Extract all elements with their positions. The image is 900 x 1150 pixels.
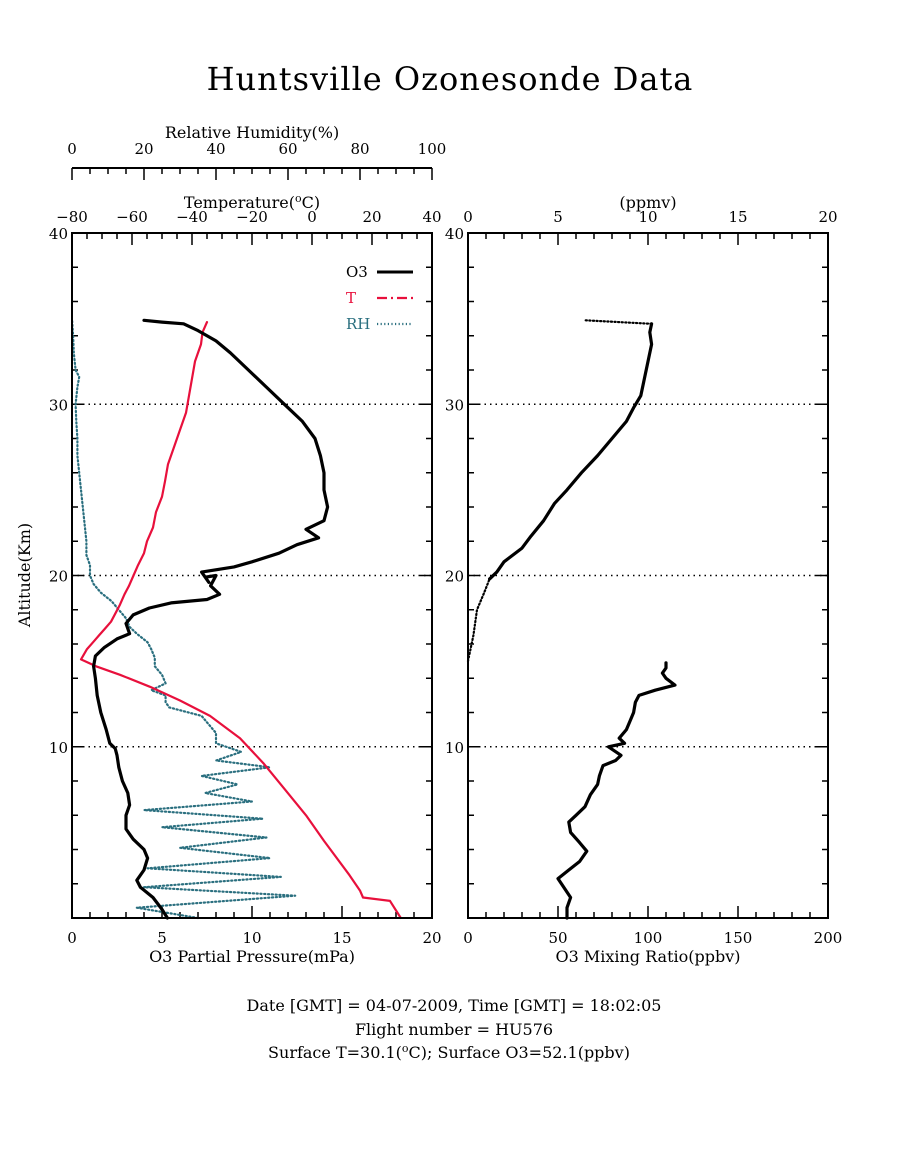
left-temp-axis-title: Temperature(oC) xyxy=(184,192,320,212)
right-top-xtick-label: 15 xyxy=(728,208,747,226)
o3-mixing-ratio-strat-dotted-line xyxy=(466,570,498,663)
legend-label-o3: O3 xyxy=(346,263,368,281)
right-frame xyxy=(467,232,829,919)
right-bottom-xtick-label: 50 xyxy=(548,929,567,947)
left-temp-xtick-label: −80 xyxy=(56,208,88,226)
right-bottom-axis-title: O3 Mixing Ratio(ppbv) xyxy=(555,947,740,966)
left-rh-axis-title: Relative Humidity(%) xyxy=(165,123,339,142)
left-ytick-label: 30 xyxy=(49,396,68,414)
right-bottom-xtick-label: 100 xyxy=(634,929,663,947)
left-rh-xtick-label: 60 xyxy=(278,140,297,158)
left-rh-xtick-label: 20 xyxy=(134,140,153,158)
o3-mixing-ratio-strat-line xyxy=(488,322,654,581)
left-ytick-label: 10 xyxy=(49,739,68,757)
left-bottom-xtick-label: 15 xyxy=(332,929,351,947)
left-temp-xtick-label: 0 xyxy=(307,208,317,226)
o3-mixing-ratio-tropo-line xyxy=(556,661,677,920)
left-rh-xtick-label: 80 xyxy=(350,140,369,158)
left-bottom-xtick-label: 0 xyxy=(67,929,77,947)
left-temp-xtick-label: 40 xyxy=(422,208,441,226)
chart-title: Huntsville Ozonesonde Data xyxy=(207,60,694,98)
right-bottom-xtick-label: 0 xyxy=(463,929,473,947)
right-top-axis-title: (ppmv) xyxy=(619,193,676,212)
o3-mixing-ratio-top-dotted-line xyxy=(583,319,653,325)
rh-series-line xyxy=(70,317,297,920)
legend-label-rh: RH xyxy=(346,315,370,333)
left-temp-xtick-label: 20 xyxy=(362,208,381,226)
footer-surface-values: Surface T=30.1(oC); Surface O3=52.1(ppbv… xyxy=(268,1042,630,1062)
right-bottom-xtick-label: 150 xyxy=(724,929,753,947)
right-top-xtick-label: 5 xyxy=(553,208,563,226)
legend-label-t: T xyxy=(346,289,356,307)
left-ytick-label: 20 xyxy=(49,568,68,586)
left-rh-xtick-label: 0 xyxy=(67,140,77,158)
right-ytick-label: 40 xyxy=(445,225,464,243)
right-top-xtick-label: 0 xyxy=(463,208,473,226)
o3-partial-pressure-series-line xyxy=(91,318,330,920)
right-top-xtick-label: 20 xyxy=(818,208,837,226)
left-ytick-label: 40 xyxy=(49,225,68,243)
left-panel: 10 20 30 40 0 5 10 15 20 O3 Partial Pressure(mPa)… xyxy=(15,123,446,966)
footer-flight-number: Flight number = HU576 xyxy=(355,1020,553,1039)
footer-date-time: Date [GMT] = 04-07-2009, Time [GMT] = 18… xyxy=(247,996,662,1015)
right-ytick-label: 20 xyxy=(445,568,464,586)
left-bottom-axis-title: O3 Partial Pressure(mPa) xyxy=(149,947,355,966)
left-bottom-xtick-label: 10 xyxy=(242,929,261,947)
left-temp-xtick-label: −40 xyxy=(176,208,208,226)
left-temp-xtick-label: −60 xyxy=(116,208,148,226)
right-ytick-label: 30 xyxy=(445,396,464,414)
left-bottom-xtick-label: 20 xyxy=(422,929,441,947)
right-top-xtick-label: 10 xyxy=(638,208,657,226)
left-rh-xtick-label: 100 xyxy=(418,140,447,158)
left-temp-xtick-label: −20 xyxy=(236,208,268,226)
left-frame xyxy=(71,232,433,919)
left-rh-xtick-label: 40 xyxy=(206,140,225,158)
right-bottom-xtick-label: 200 xyxy=(814,929,843,947)
right-ytick-label: 10 xyxy=(445,739,464,757)
left-y-axis-title: Altitude(Km) xyxy=(15,523,34,628)
temperature-series-line xyxy=(79,321,402,920)
left-bottom-xtick-label: 5 xyxy=(157,929,167,947)
